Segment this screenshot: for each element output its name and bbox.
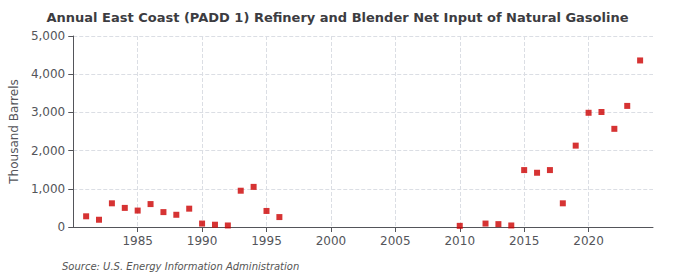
svg-text:2020: 2020: [573, 234, 604, 248]
svg-text:5,000: 5,000: [31, 29, 65, 43]
svg-text:1985: 1985: [122, 234, 153, 248]
svg-text:1990: 1990: [187, 234, 218, 248]
svg-text:2000: 2000: [316, 234, 347, 248]
svg-text:Source: U.S. Energy Informatio: Source: U.S. Energy Information Administ…: [62, 261, 299, 272]
svg-text:2,000: 2,000: [31, 144, 65, 158]
svg-text:2015: 2015: [509, 234, 540, 248]
svg-text:2005: 2005: [380, 234, 411, 248]
svg-text:4,000: 4,000: [31, 67, 65, 81]
svg-text:Annual East Coast (PADD 1) Ref: Annual East Coast (PADD 1) Refinery and …: [46, 10, 628, 25]
svg-text:0: 0: [58, 220, 66, 234]
svg-text:1995: 1995: [251, 234, 282, 248]
svg-text:Thousand Barrels: Thousand Barrels: [7, 79, 21, 184]
svg-text:2010: 2010: [444, 234, 475, 248]
svg-text:1,000: 1,000: [31, 182, 65, 196]
svg-text:3,000: 3,000: [31, 105, 65, 119]
